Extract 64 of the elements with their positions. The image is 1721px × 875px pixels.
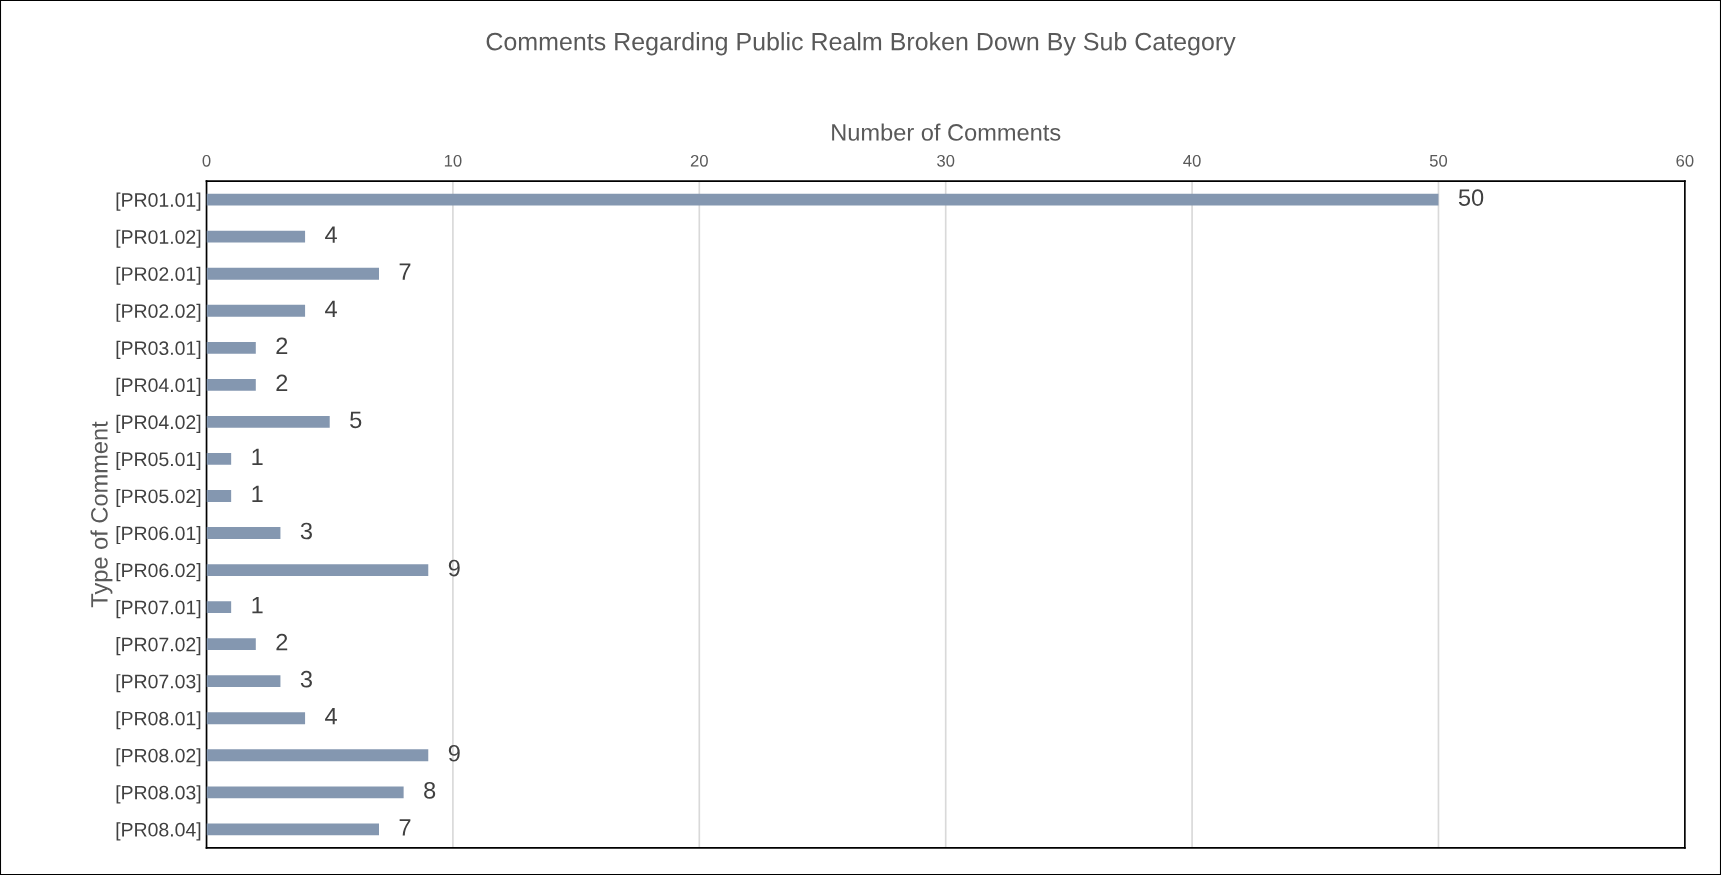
y-tick-label: [PR06.02] [116, 563, 201, 582]
bar [206, 823, 379, 836]
y-tick-label: [PR07.02] [116, 637, 201, 656]
data-label: 7 [399, 819, 411, 836]
bar [206, 267, 379, 280]
x-tick-label: 30 [937, 154, 955, 167]
y-tick-label: [PR01.02] [116, 229, 201, 248]
bar [206, 193, 1439, 206]
bar [206, 378, 256, 391]
y-tick-label: [PR05.01] [116, 451, 201, 471]
data-label: 4 [325, 300, 337, 317]
data-label: 50 [1458, 189, 1484, 206]
bar [206, 527, 281, 539]
y-tick-label: [PR04.01] [116, 377, 201, 396]
y-tick-label: [PR02.02] [116, 303, 201, 322]
data-label: 4 [325, 226, 337, 243]
y-tick-label: [PR08.04] [116, 822, 201, 841]
data-label: 9 [448, 559, 460, 577]
bar [206, 415, 330, 428]
bar [206, 230, 306, 243]
bar [206, 712, 306, 725]
y-tick-label: [PR05.02] [116, 488, 201, 508]
data-label: 4 [325, 708, 337, 725]
y-tick-label: [PR08.02] [116, 748, 201, 767]
y-tick-label: [PR04.02] [116, 414, 201, 433]
y-tick-label: [PR06.01] [116, 525, 201, 545]
data-label: 3 [300, 522, 312, 540]
data-label: 5 [350, 411, 362, 429]
x-tick-label: 60 [1676, 154, 1694, 167]
data-label: 2 [276, 374, 288, 391]
bar [206, 341, 256, 354]
data-label: 7 [399, 263, 411, 280]
bar [206, 601, 232, 614]
data-label: 8 [424, 781, 436, 799]
x-tick-label: 40 [1183, 154, 1201, 167]
x-tick-label: 0 [202, 154, 211, 167]
data-label: 2 [276, 633, 288, 651]
y-tick-label: [PR07.03] [116, 674, 201, 693]
bar [206, 749, 429, 762]
bar [206, 564, 429, 576]
bar [206, 490, 232, 502]
data-label: 1 [252, 485, 263, 503]
y-tick-label: [PR02.01] [116, 266, 201, 285]
y-tick-label: [PR01.01] [116, 192, 201, 211]
x-tick-label: 50 [1429, 154, 1448, 167]
y-tick-label: [PR03.01] [116, 340, 201, 359]
x-axis-title: Number of Comments [832, 123, 1061, 141]
data-label: 9 [448, 744, 460, 762]
y-tick-label: [PR08.01] [116, 711, 201, 730]
x-tick-label: 10 [444, 154, 462, 167]
bar [206, 675, 281, 688]
chart-title: Comments Regarding Public Realm Broken Down By Sub Category [486, 32, 1236, 56]
data-label: 1 [252, 596, 263, 614]
y-axis-title: Type of Comment [90, 421, 113, 608]
bar [206, 638, 256, 651]
bar [206, 304, 306, 317]
data-label: 3 [300, 670, 312, 688]
bar [206, 453, 232, 465]
data-label: 1 [252, 448, 263, 466]
bar [206, 786, 404, 799]
x-tick-label: 20 [690, 154, 708, 167]
y-tick-label: [PR08.03] [116, 785, 201, 804]
y-tick-label: [PR07.01] [116, 600, 201, 619]
data-label: 2 [276, 337, 288, 354]
